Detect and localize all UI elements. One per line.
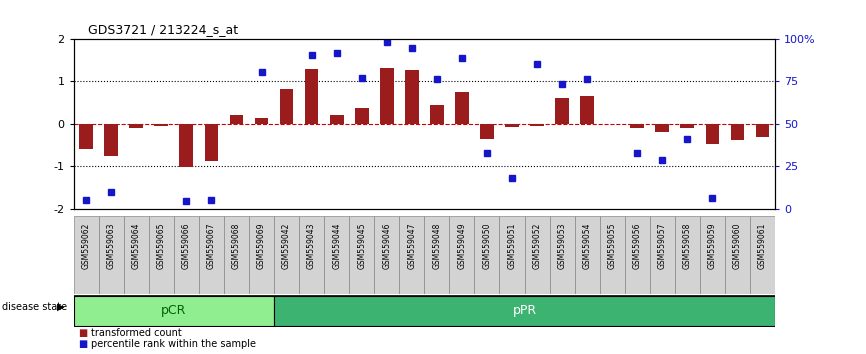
Text: GSM559057: GSM559057 xyxy=(658,222,667,269)
Text: GSM559064: GSM559064 xyxy=(132,222,141,269)
Text: GSM559044: GSM559044 xyxy=(333,222,341,269)
FancyBboxPatch shape xyxy=(550,216,575,294)
Bar xyxy=(305,69,319,124)
FancyBboxPatch shape xyxy=(500,216,525,294)
Text: GSM559050: GSM559050 xyxy=(482,222,492,269)
Bar xyxy=(430,105,443,124)
Text: GSM559062: GSM559062 xyxy=(81,222,91,269)
Bar xyxy=(706,124,720,144)
Bar xyxy=(380,68,394,124)
FancyBboxPatch shape xyxy=(424,216,449,294)
Bar xyxy=(505,124,519,127)
Text: GSM559051: GSM559051 xyxy=(507,222,516,269)
Bar xyxy=(455,92,469,124)
Text: GSM559042: GSM559042 xyxy=(282,222,291,269)
Bar xyxy=(405,69,418,124)
FancyBboxPatch shape xyxy=(299,216,324,294)
Text: GSM559046: GSM559046 xyxy=(382,222,391,269)
FancyBboxPatch shape xyxy=(599,216,624,294)
Bar xyxy=(129,124,143,128)
FancyBboxPatch shape xyxy=(725,216,750,294)
Text: pPR: pPR xyxy=(513,304,537,317)
FancyBboxPatch shape xyxy=(575,216,599,294)
Bar xyxy=(104,124,118,156)
FancyBboxPatch shape xyxy=(374,216,399,294)
FancyBboxPatch shape xyxy=(74,296,274,326)
Bar xyxy=(681,124,695,128)
Text: GSM559047: GSM559047 xyxy=(407,222,417,269)
FancyBboxPatch shape xyxy=(124,216,149,294)
Bar xyxy=(255,118,268,124)
Bar xyxy=(480,124,494,139)
Text: GSM559043: GSM559043 xyxy=(307,222,316,269)
Text: GSM559067: GSM559067 xyxy=(207,222,216,269)
FancyBboxPatch shape xyxy=(74,216,99,294)
FancyBboxPatch shape xyxy=(399,216,424,294)
FancyBboxPatch shape xyxy=(675,216,700,294)
Bar xyxy=(530,124,544,126)
Bar xyxy=(555,98,569,124)
Text: GDS3721 / 213224_s_at: GDS3721 / 213224_s_at xyxy=(87,23,238,36)
Bar xyxy=(154,124,168,126)
FancyBboxPatch shape xyxy=(349,216,374,294)
Bar xyxy=(204,124,218,161)
Text: GSM559069: GSM559069 xyxy=(257,222,266,269)
Text: GSM559056: GSM559056 xyxy=(633,222,642,269)
FancyBboxPatch shape xyxy=(475,216,500,294)
Text: ■: ■ xyxy=(78,339,87,349)
FancyBboxPatch shape xyxy=(750,216,775,294)
FancyBboxPatch shape xyxy=(224,216,249,294)
Text: percentile rank within the sample: percentile rank within the sample xyxy=(91,339,256,349)
Bar xyxy=(330,115,344,124)
FancyBboxPatch shape xyxy=(624,216,650,294)
FancyBboxPatch shape xyxy=(274,216,299,294)
Text: GSM559055: GSM559055 xyxy=(608,222,617,269)
Text: GSM559052: GSM559052 xyxy=(533,222,541,269)
FancyBboxPatch shape xyxy=(324,216,349,294)
FancyBboxPatch shape xyxy=(650,216,675,294)
Text: GSM559048: GSM559048 xyxy=(432,222,442,269)
Text: ▶: ▶ xyxy=(57,302,64,312)
Bar xyxy=(229,115,243,124)
Text: GSM559061: GSM559061 xyxy=(758,222,767,269)
Bar xyxy=(179,124,193,167)
Bar xyxy=(280,89,294,124)
Text: GSM559045: GSM559045 xyxy=(357,222,366,269)
Bar xyxy=(656,124,669,132)
FancyBboxPatch shape xyxy=(525,216,550,294)
Text: GSM559066: GSM559066 xyxy=(182,222,191,269)
FancyBboxPatch shape xyxy=(99,216,124,294)
Text: GSM559060: GSM559060 xyxy=(733,222,742,269)
Bar xyxy=(756,124,769,137)
Text: GSM559054: GSM559054 xyxy=(583,222,591,269)
Text: GSM559063: GSM559063 xyxy=(107,222,116,269)
Text: ■: ■ xyxy=(78,328,87,338)
Bar xyxy=(731,124,745,140)
Text: transformed count: transformed count xyxy=(91,328,182,338)
Text: GSM559058: GSM559058 xyxy=(683,222,692,269)
Bar xyxy=(80,124,93,149)
Bar xyxy=(580,96,594,124)
Text: disease state: disease state xyxy=(2,302,67,312)
FancyBboxPatch shape xyxy=(174,216,199,294)
FancyBboxPatch shape xyxy=(249,216,274,294)
Text: GSM559053: GSM559053 xyxy=(558,222,566,269)
Bar xyxy=(630,124,644,128)
Text: GSM559065: GSM559065 xyxy=(157,222,165,269)
FancyBboxPatch shape xyxy=(149,216,174,294)
Text: GSM559059: GSM559059 xyxy=(708,222,717,269)
Text: GSM559068: GSM559068 xyxy=(232,222,241,269)
Text: GSM559049: GSM559049 xyxy=(457,222,467,269)
FancyBboxPatch shape xyxy=(274,296,775,326)
Text: pCR: pCR xyxy=(161,304,186,317)
FancyBboxPatch shape xyxy=(449,216,475,294)
Bar xyxy=(355,108,369,124)
FancyBboxPatch shape xyxy=(700,216,725,294)
FancyBboxPatch shape xyxy=(199,216,224,294)
